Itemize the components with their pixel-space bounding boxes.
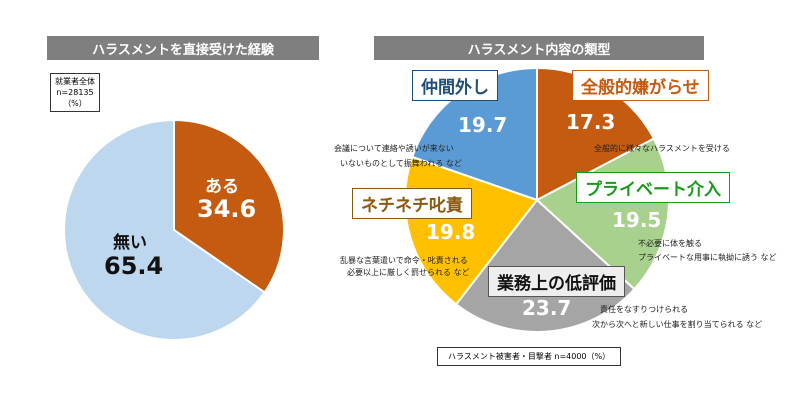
pie-slice-0-0: [173, 118, 285, 294]
description-3: 必要以上に厳しく罰せられる など: [347, 268, 470, 277]
label-gyomu: 業務上の低評価: [488, 266, 625, 297]
note-line: n=28135: [56, 88, 94, 97]
left-note: 就業者全体 n=28135 （%）: [50, 73, 100, 112]
pie-slice-1-2: [454, 198, 636, 333]
value-2: 23.7: [522, 296, 572, 320]
description-1: 不必要に体を触る: [638, 239, 702, 248]
pie-slice-0-1: [63, 118, 266, 341]
right-chart-title: ハラスメント内容の類型: [374, 36, 704, 60]
label-zenpan: 全般的嫌がらせ: [572, 70, 709, 101]
description-2: 責任をなすりつけられる: [600, 305, 689, 314]
description-3: 乱暴な言葉遣いで命令・叱責される: [340, 256, 468, 265]
value-aru: 34.6: [197, 195, 257, 223]
label-nai: 無い: [113, 233, 147, 253]
value-3: 19.8: [426, 220, 476, 244]
value-4: 19.7: [458, 113, 508, 137]
label-aru: ある: [205, 177, 239, 197]
right-note: ハラスメント被害者・目撃者 n=4000（%）: [437, 347, 622, 366]
description-1: プライベートな用事に執拗に誘う など: [638, 253, 777, 262]
note-line: 就業者全体: [55, 77, 95, 86]
value-0: 17.3: [566, 110, 616, 134]
description-4: 会議について連絡や誘いが来ない: [334, 144, 454, 153]
label-nechi: ネチネチ叱責: [352, 188, 472, 219]
description-0: 全般的に様々なハラスメントを受ける: [594, 144, 730, 153]
value-nai: 65.4: [104, 252, 164, 280]
label-private: プライベート介入: [576, 172, 730, 203]
value-1: 19.5: [612, 208, 662, 232]
note-line: （%）: [63, 99, 87, 108]
description-2: 次から次へと新しい仕事を割り当てられる など: [592, 320, 763, 329]
label-nakama: 仲間外し: [412, 70, 498, 101]
description-4: いないものとして振舞われる など: [340, 159, 462, 168]
left-chart-title: ハラスメントを直接受けた経験: [47, 36, 319, 60]
